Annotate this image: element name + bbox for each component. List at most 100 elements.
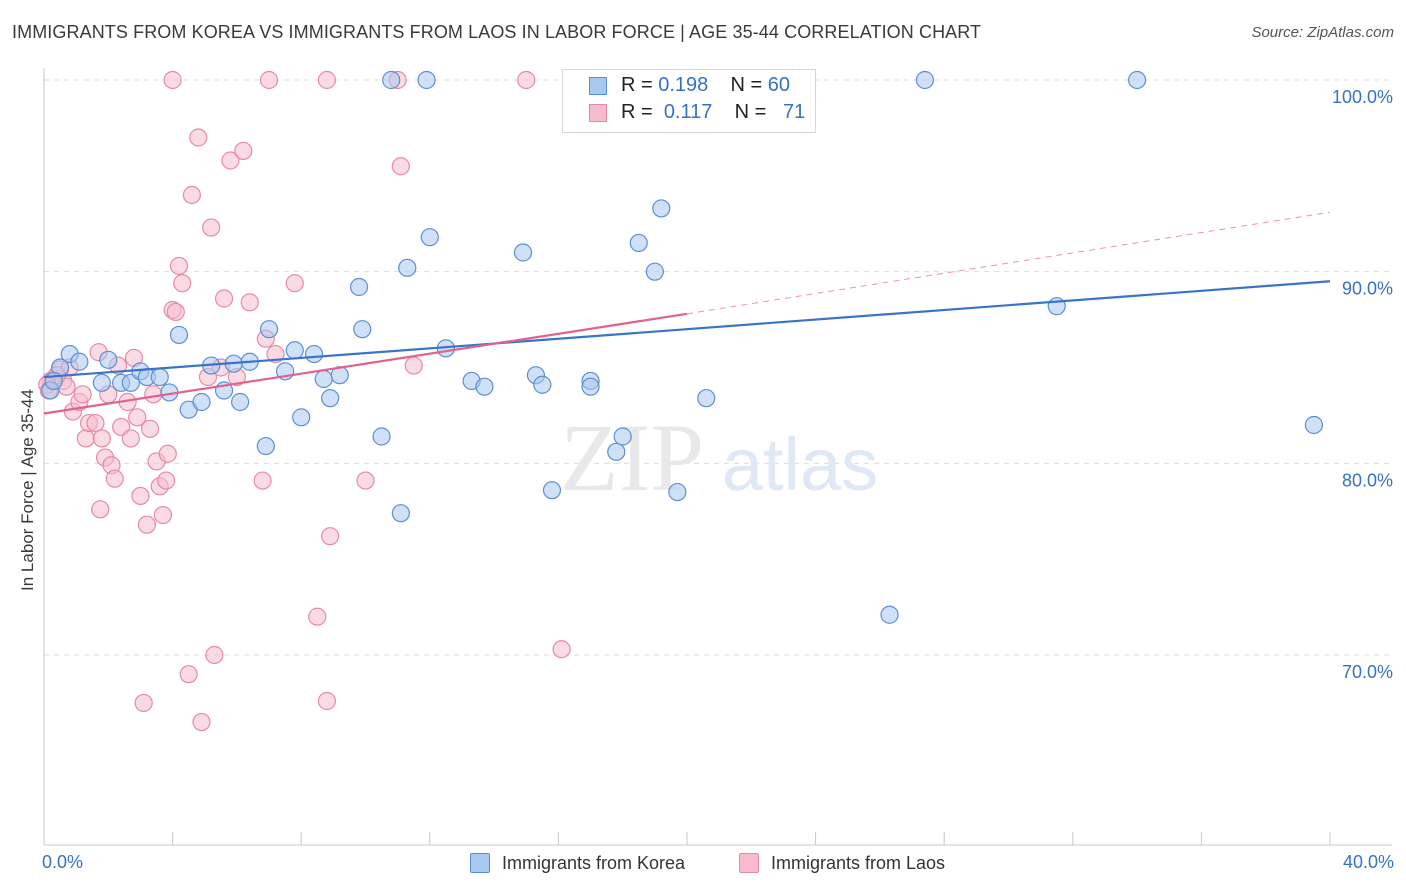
laos-point	[73, 385, 92, 404]
korea-point	[292, 408, 311, 427]
y-tick-label: 100.0%	[1332, 87, 1393, 107]
legend-n-label: N =	[730, 74, 763, 96]
laos-point	[134, 693, 153, 713]
korea-point	[697, 389, 716, 408]
korea-point	[398, 258, 417, 277]
laos-point	[166, 302, 185, 322]
laos-point	[285, 274, 304, 293]
laos-point	[552, 640, 571, 659]
laos-point	[391, 157, 410, 176]
legend-n-label: N =	[734, 101, 767, 123]
laos-point	[259, 70, 279, 90]
legend-n-value-korea: 60	[767, 74, 791, 96]
bottom-legend-label-korea: Immigrants from Korea	[502, 853, 686, 873]
korea-point	[613, 427, 632, 446]
y-tick-label: 70.0%	[1342, 662, 1393, 682]
laos-point	[163, 70, 182, 90]
legend-n-value-laos: 71	[782, 101, 806, 123]
korea-point	[259, 320, 279, 339]
legend-r-label: R =	[621, 74, 653, 96]
korea-point	[629, 233, 648, 253]
bottom-legend-swatch-laos	[739, 853, 759, 873]
laos-trend-extension	[686, 211, 1331, 315]
laos-point	[308, 607, 327, 626]
korea-point	[542, 481, 562, 500]
legend-swatch-laos	[589, 104, 607, 122]
source-label: Source: ZipAtlas.com	[1251, 24, 1394, 41]
korea-point	[314, 369, 333, 389]
laos-point	[240, 293, 259, 312]
korea-point	[169, 325, 189, 345]
legend-r-label: R =	[621, 101, 653, 123]
laos-point	[137, 515, 156, 534]
laos-point	[91, 500, 110, 519]
korea-point	[391, 504, 410, 523]
trend-lines	[43, 211, 1331, 415]
watermark: ZIP atlas	[560, 404, 878, 511]
korea-point	[70, 352, 89, 371]
laos-point	[182, 185, 201, 205]
laos-point	[317, 691, 337, 711]
chart-title: IMMIGRANTS FROM KOREA VS IMMIGRANTS FROM…	[12, 22, 982, 42]
korea-point	[382, 70, 401, 90]
korea-point	[150, 367, 169, 387]
laos-point	[121, 429, 140, 448]
y-tick-label: 80.0%	[1342, 470, 1393, 490]
y-axis-title: In Labor Force | Age 35-44	[18, 389, 37, 591]
laos-point	[105, 469, 124, 488]
korea-points	[41, 70, 1324, 624]
korea-point	[1304, 415, 1324, 435]
korea-point	[417, 70, 436, 90]
laos-point	[404, 356, 423, 375]
korea-point	[880, 605, 899, 624]
korea-point	[231, 392, 250, 412]
laos-point	[253, 471, 272, 490]
laos-point	[76, 429, 95, 448]
laos-point	[317, 70, 337, 90]
y-tick-labels: 100.0% 90.0% 80.0% 70.0%	[1332, 87, 1393, 682]
bottom-legend-label-laos: Immigrants from Laos	[771, 853, 946, 873]
laos-point	[517, 70, 536, 90]
korea-point	[192, 392, 211, 412]
korea-point	[285, 341, 304, 360]
legend-text-korea: R = 0.198 N = 60	[621, 74, 790, 97]
laos-point	[173, 274, 192, 293]
laos-point	[153, 505, 173, 525]
laos-point	[158, 444, 177, 463]
bottom-legend-swatch-korea	[470, 853, 490, 873]
y-axis-title-wrap: In Labor Force | Age 35-44	[16, 210, 40, 770]
watermark-atlas: atlas	[722, 423, 878, 506]
laos-points	[38, 70, 571, 732]
korea-point	[915, 70, 935, 90]
korea-point	[607, 442, 626, 461]
korea-point	[652, 199, 671, 218]
korea-point	[304, 344, 324, 364]
legend-r-value-korea: 0.198	[658, 74, 709, 96]
laos-point	[221, 151, 240, 170]
korea-point	[475, 377, 494, 396]
laos-point	[179, 665, 198, 684]
laos-trend-line	[43, 312, 688, 415]
laos-point	[169, 256, 189, 276]
korea-point	[513, 243, 533, 262]
korea-point	[99, 350, 118, 369]
legend-swatch-korea	[589, 77, 607, 95]
korea-point	[256, 436, 275, 456]
korea-point	[1127, 70, 1147, 90]
korea-point	[533, 375, 552, 394]
laos-point	[202, 218, 221, 237]
axes	[43, 68, 1392, 846]
laos-point	[189, 128, 208, 147]
y-tick-label: 90.0%	[1342, 279, 1393, 299]
laos-point	[140, 419, 160, 438]
laos-point	[144, 385, 163, 404]
laos-point	[131, 486, 150, 506]
laos-point	[128, 408, 147, 427]
laos-point	[321, 527, 340, 546]
laos-point	[234, 141, 253, 161]
laos-point	[266, 344, 285, 364]
korea-point	[92, 373, 111, 392]
korea-trend-line	[43, 280, 1331, 379]
laos-point	[205, 645, 224, 665]
